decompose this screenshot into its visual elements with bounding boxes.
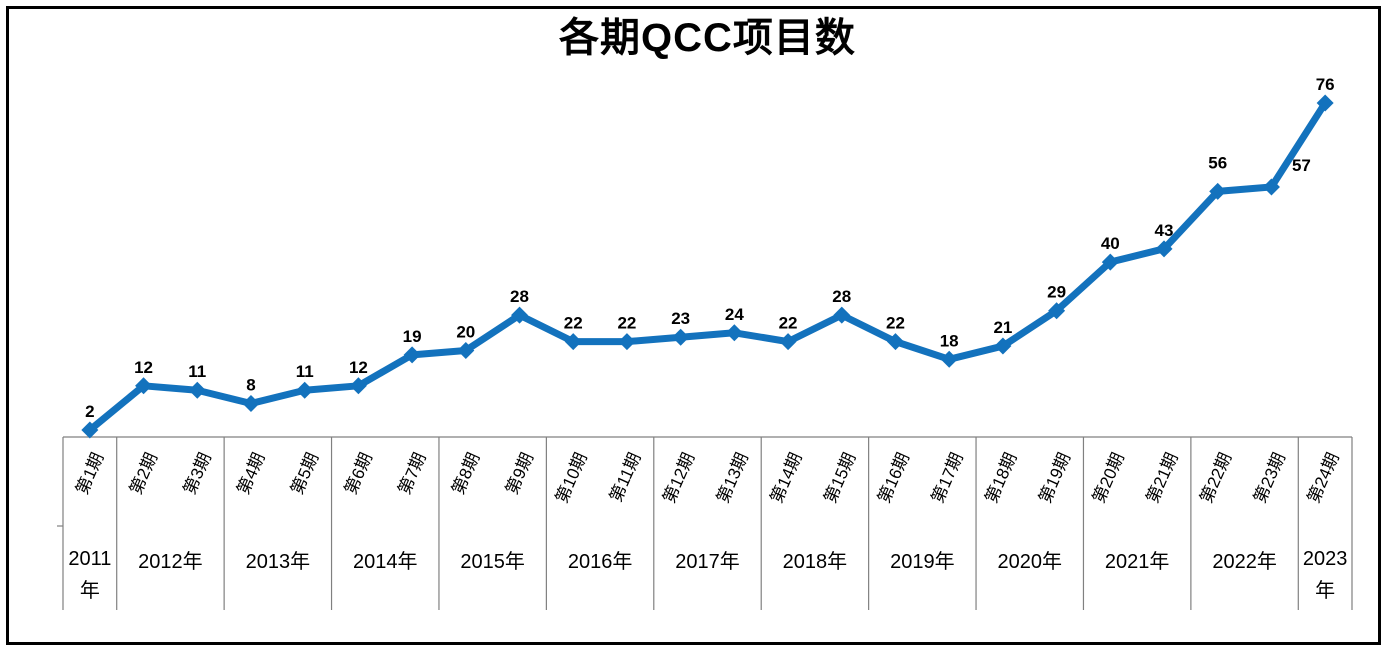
category-label: 第6期 bbox=[341, 450, 376, 497]
chart-frame bbox=[6, 6, 1381, 645]
category-label: 第10期 bbox=[552, 450, 591, 506]
category-label: 第3期 bbox=[180, 450, 215, 497]
category-label: 第9期 bbox=[502, 450, 537, 497]
year-label: 年 bbox=[80, 579, 100, 602]
category-label: 第23期 bbox=[1250, 450, 1289, 506]
year-label: 年 bbox=[1315, 579, 1335, 602]
data-point-marker bbox=[81, 421, 99, 439]
category-label: 第14期 bbox=[767, 450, 806, 506]
data-value-label: 21 bbox=[993, 318, 1012, 337]
data-point-marker bbox=[833, 306, 851, 324]
data-value-label: 22 bbox=[564, 314, 583, 333]
data-value-label: 40 bbox=[1101, 234, 1120, 253]
data-point-marker bbox=[1048, 302, 1066, 320]
data-point-marker bbox=[188, 381, 206, 399]
year-label: 2012年 bbox=[138, 550, 203, 573]
year-label: 2021年 bbox=[1105, 550, 1170, 573]
year-label: 2023 bbox=[1303, 548, 1348, 570]
data-value-label: 76 bbox=[1316, 75, 1335, 94]
data-value-label: 56 bbox=[1208, 153, 1227, 172]
category-label: 第8期 bbox=[448, 450, 483, 497]
data-value-label: 29 bbox=[1047, 283, 1066, 302]
data-point-marker bbox=[672, 328, 690, 346]
category-label: 第2期 bbox=[126, 450, 161, 497]
data-point-marker bbox=[1262, 178, 1280, 196]
data-value-label: 11 bbox=[188, 362, 206, 381]
category-label: 第21期 bbox=[1143, 450, 1182, 506]
data-point-marker bbox=[1209, 182, 1227, 200]
year-label: 2019年 bbox=[890, 550, 955, 573]
data-point-marker bbox=[886, 333, 904, 351]
data-value-label: 8 bbox=[246, 375, 255, 394]
data-point-marker bbox=[725, 324, 743, 342]
category-label: 第1期 bbox=[72, 450, 107, 497]
category-label: 第5期 bbox=[287, 450, 322, 497]
data-point-marker bbox=[135, 377, 153, 395]
data-point-marker bbox=[564, 333, 582, 351]
data-value-label: 12 bbox=[134, 358, 153, 377]
data-point-marker bbox=[994, 337, 1012, 355]
data-point-marker bbox=[511, 306, 529, 324]
data-point-marker bbox=[403, 346, 421, 364]
category-label: 第22期 bbox=[1197, 450, 1236, 506]
category-label: 第17期 bbox=[928, 450, 967, 506]
data-point-marker bbox=[349, 377, 367, 395]
chart-title: 各期QCC项目数 bbox=[559, 16, 856, 60]
data-value-label: 22 bbox=[886, 314, 905, 333]
data-value-label: 12 bbox=[349, 358, 368, 377]
data-value-label: 43 bbox=[1155, 221, 1174, 240]
year-label: 2014年 bbox=[353, 550, 418, 573]
category-label: 第12期 bbox=[659, 450, 698, 506]
data-value-label: 57 bbox=[1292, 156, 1311, 175]
year-label: 2017年 bbox=[675, 550, 740, 573]
data-value-label: 28 bbox=[510, 287, 529, 306]
data-point-marker bbox=[457, 341, 475, 359]
category-label: 第18期 bbox=[982, 450, 1021, 506]
year-label: 2020年 bbox=[998, 550, 1063, 573]
category-label: 第15期 bbox=[821, 450, 860, 506]
data-value-label: 22 bbox=[617, 314, 636, 333]
data-value-label: 11 bbox=[296, 362, 314, 381]
data-value-label: 28 bbox=[832, 287, 851, 306]
data-value-label: 20 bbox=[456, 322, 475, 341]
data-value-label: 18 bbox=[940, 331, 959, 350]
data-value-label: 2 bbox=[85, 402, 94, 421]
data-point-marker bbox=[1316, 94, 1334, 112]
data-point-marker bbox=[779, 333, 797, 351]
category-label: 第24期 bbox=[1304, 450, 1343, 506]
data-point-marker bbox=[1101, 253, 1119, 271]
data-value-label: 24 bbox=[725, 305, 744, 324]
data-value-label: 23 bbox=[671, 309, 690, 328]
series-line bbox=[86, 99, 1329, 434]
category-label: 第16期 bbox=[874, 450, 913, 506]
data-point-marker bbox=[618, 333, 636, 351]
year-label: 2022年 bbox=[1212, 550, 1277, 573]
data-point-marker bbox=[940, 350, 958, 368]
data-value-label: 22 bbox=[779, 314, 798, 333]
category-label: 第4期 bbox=[234, 450, 269, 497]
year-label: 2011 bbox=[68, 548, 111, 570]
year-label: 2018年 bbox=[783, 550, 848, 573]
data-point-marker bbox=[296, 381, 314, 399]
year-label: 2015年 bbox=[460, 550, 525, 573]
category-label: 第11期 bbox=[606, 450, 644, 505]
category-label: 第13期 bbox=[713, 450, 752, 506]
data-point-marker bbox=[242, 394, 260, 412]
category-label: 第7期 bbox=[395, 450, 430, 497]
category-label: 第20期 bbox=[1089, 450, 1128, 506]
year-label: 2013年 bbox=[246, 550, 311, 573]
data-point-marker bbox=[1155, 240, 1173, 258]
year-label: 2016年 bbox=[568, 550, 633, 573]
data-value-label: 19 bbox=[403, 327, 422, 346]
category-label: 第19期 bbox=[1035, 450, 1074, 506]
